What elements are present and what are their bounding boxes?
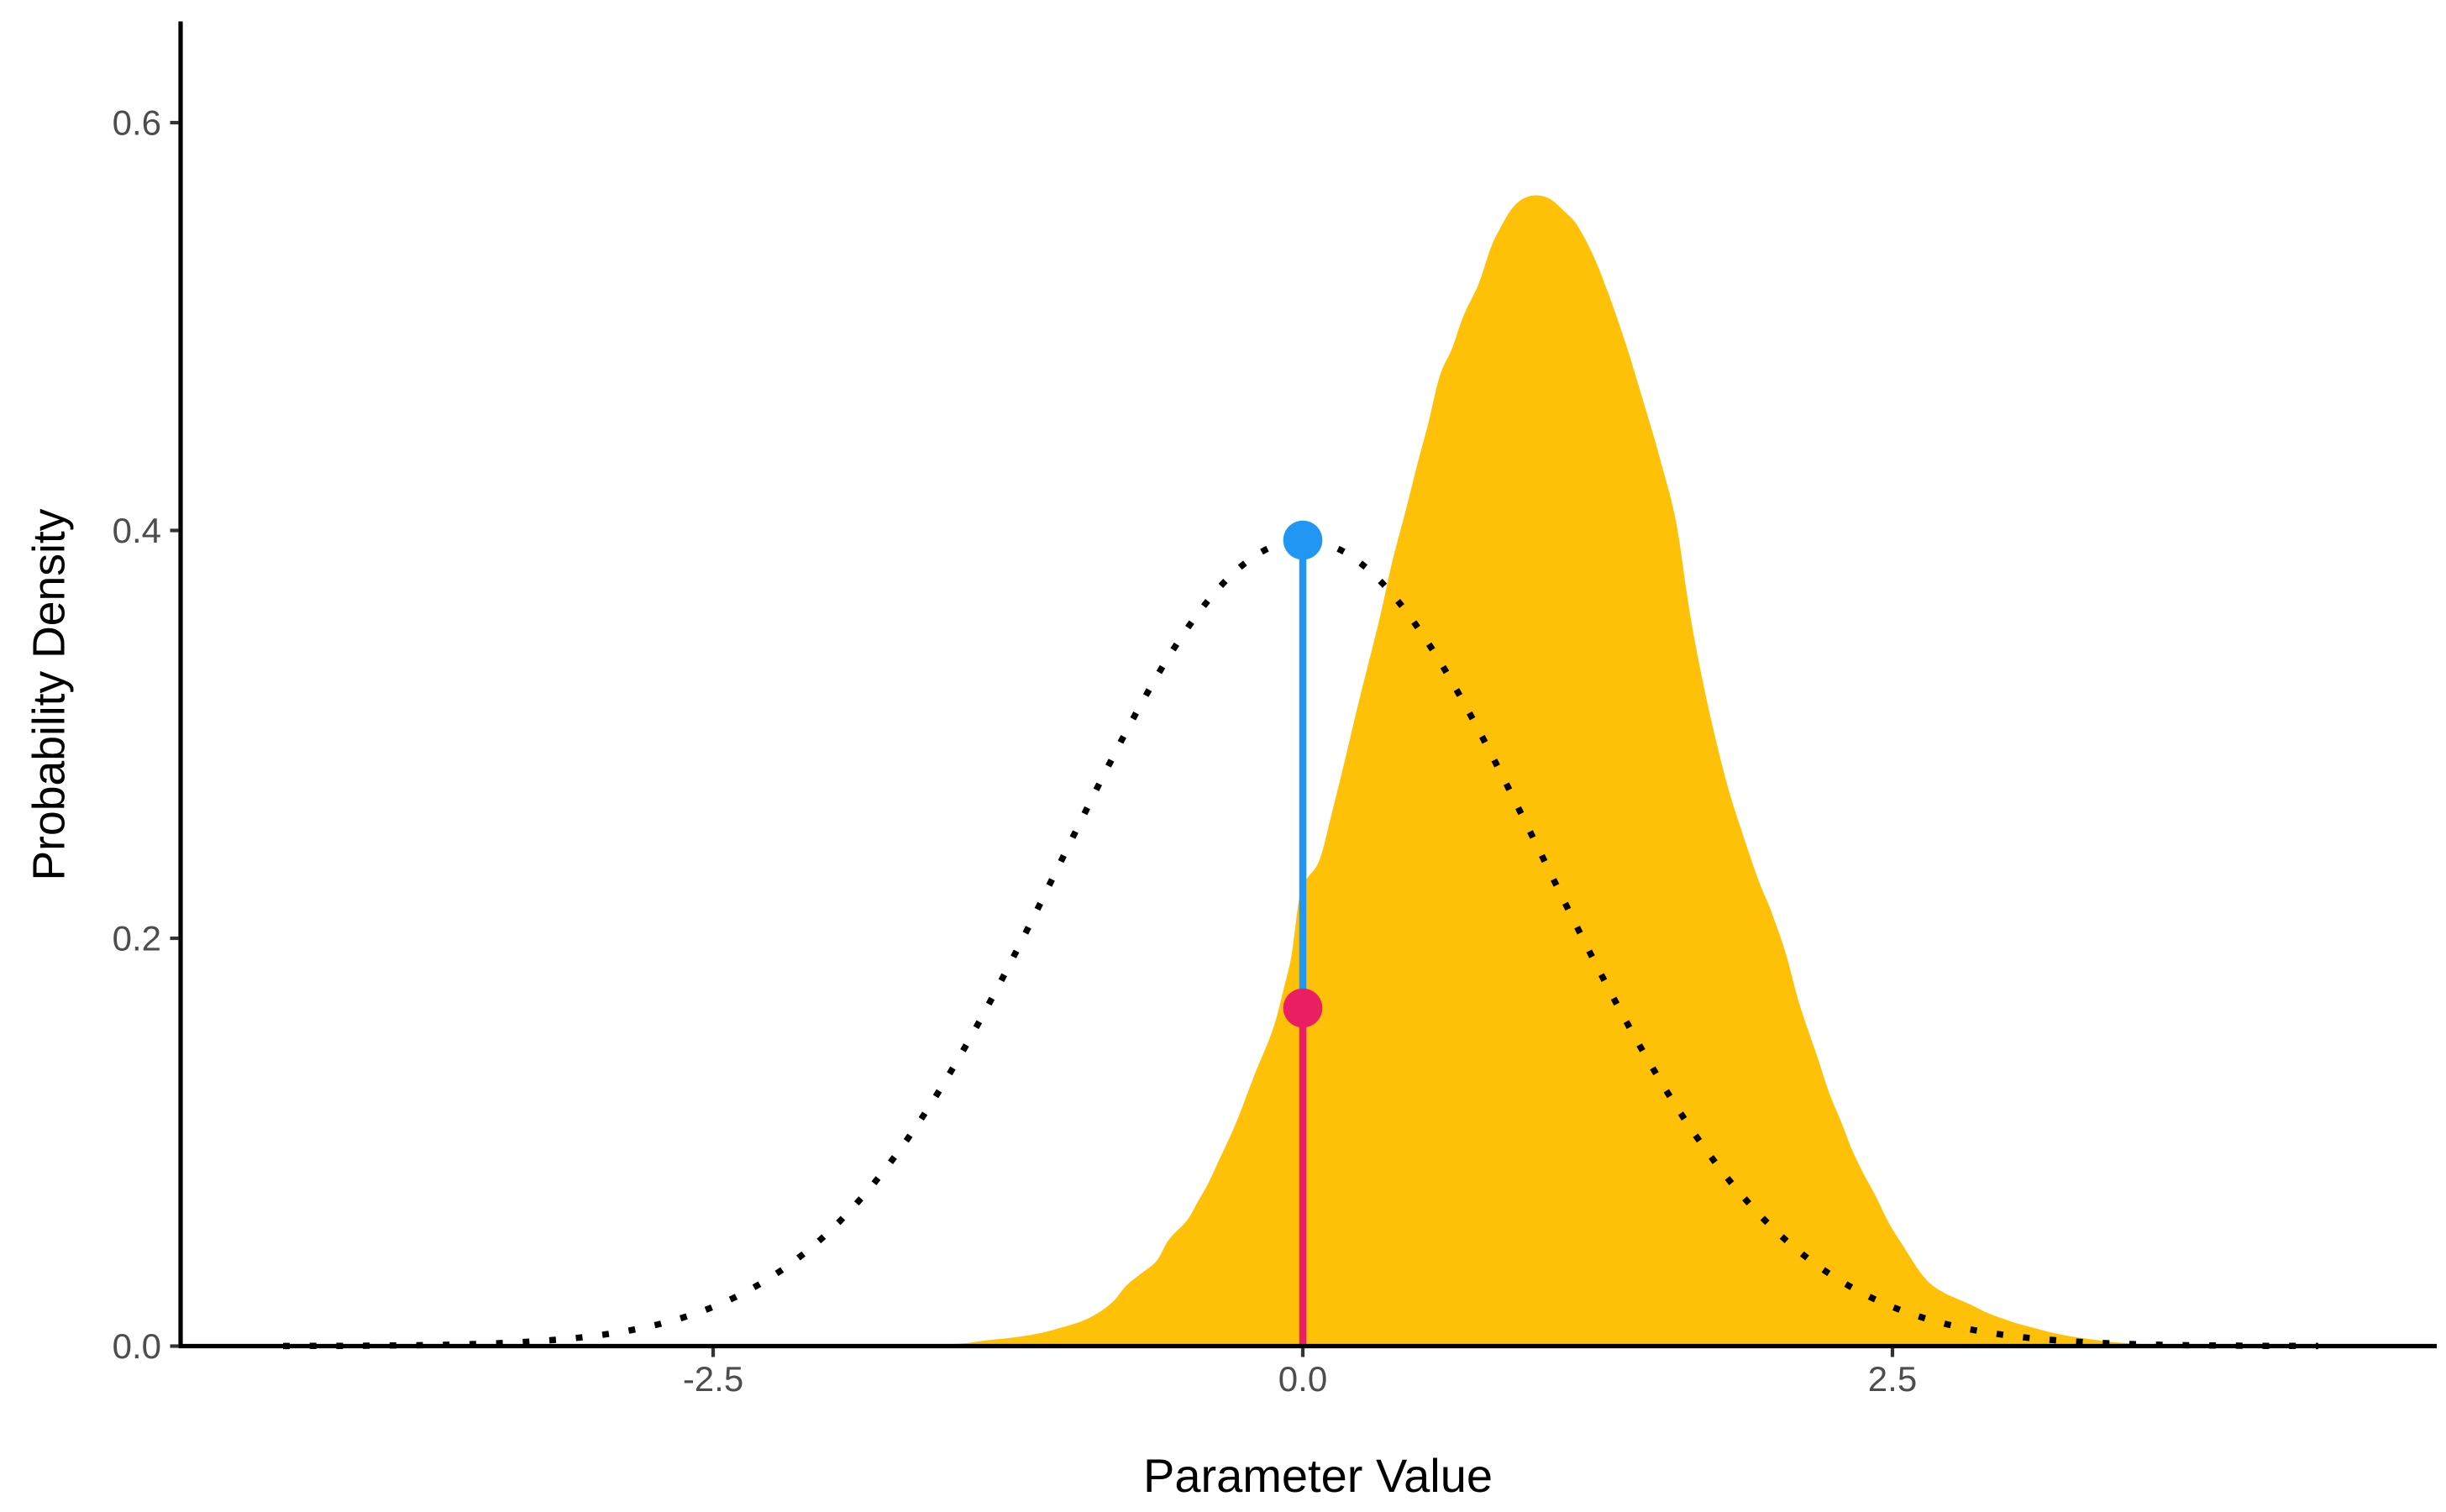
svg-text:0.4: 0.4 [113,511,161,550]
svg-text:Probability Density: Probability Density [25,508,75,880]
svg-text:0.0: 0.0 [113,1326,161,1366]
svg-text:Parameter Value: Parameter Value [1143,1449,1493,1502]
svg-text:-2.5: -2.5 [683,1359,743,1399]
svg-text:0.6: 0.6 [113,102,161,142]
svg-text:0.2: 0.2 [113,918,161,958]
svg-text:2.5: 2.5 [1868,1359,1917,1399]
svg-text:0.0: 0.0 [1278,1359,1327,1399]
